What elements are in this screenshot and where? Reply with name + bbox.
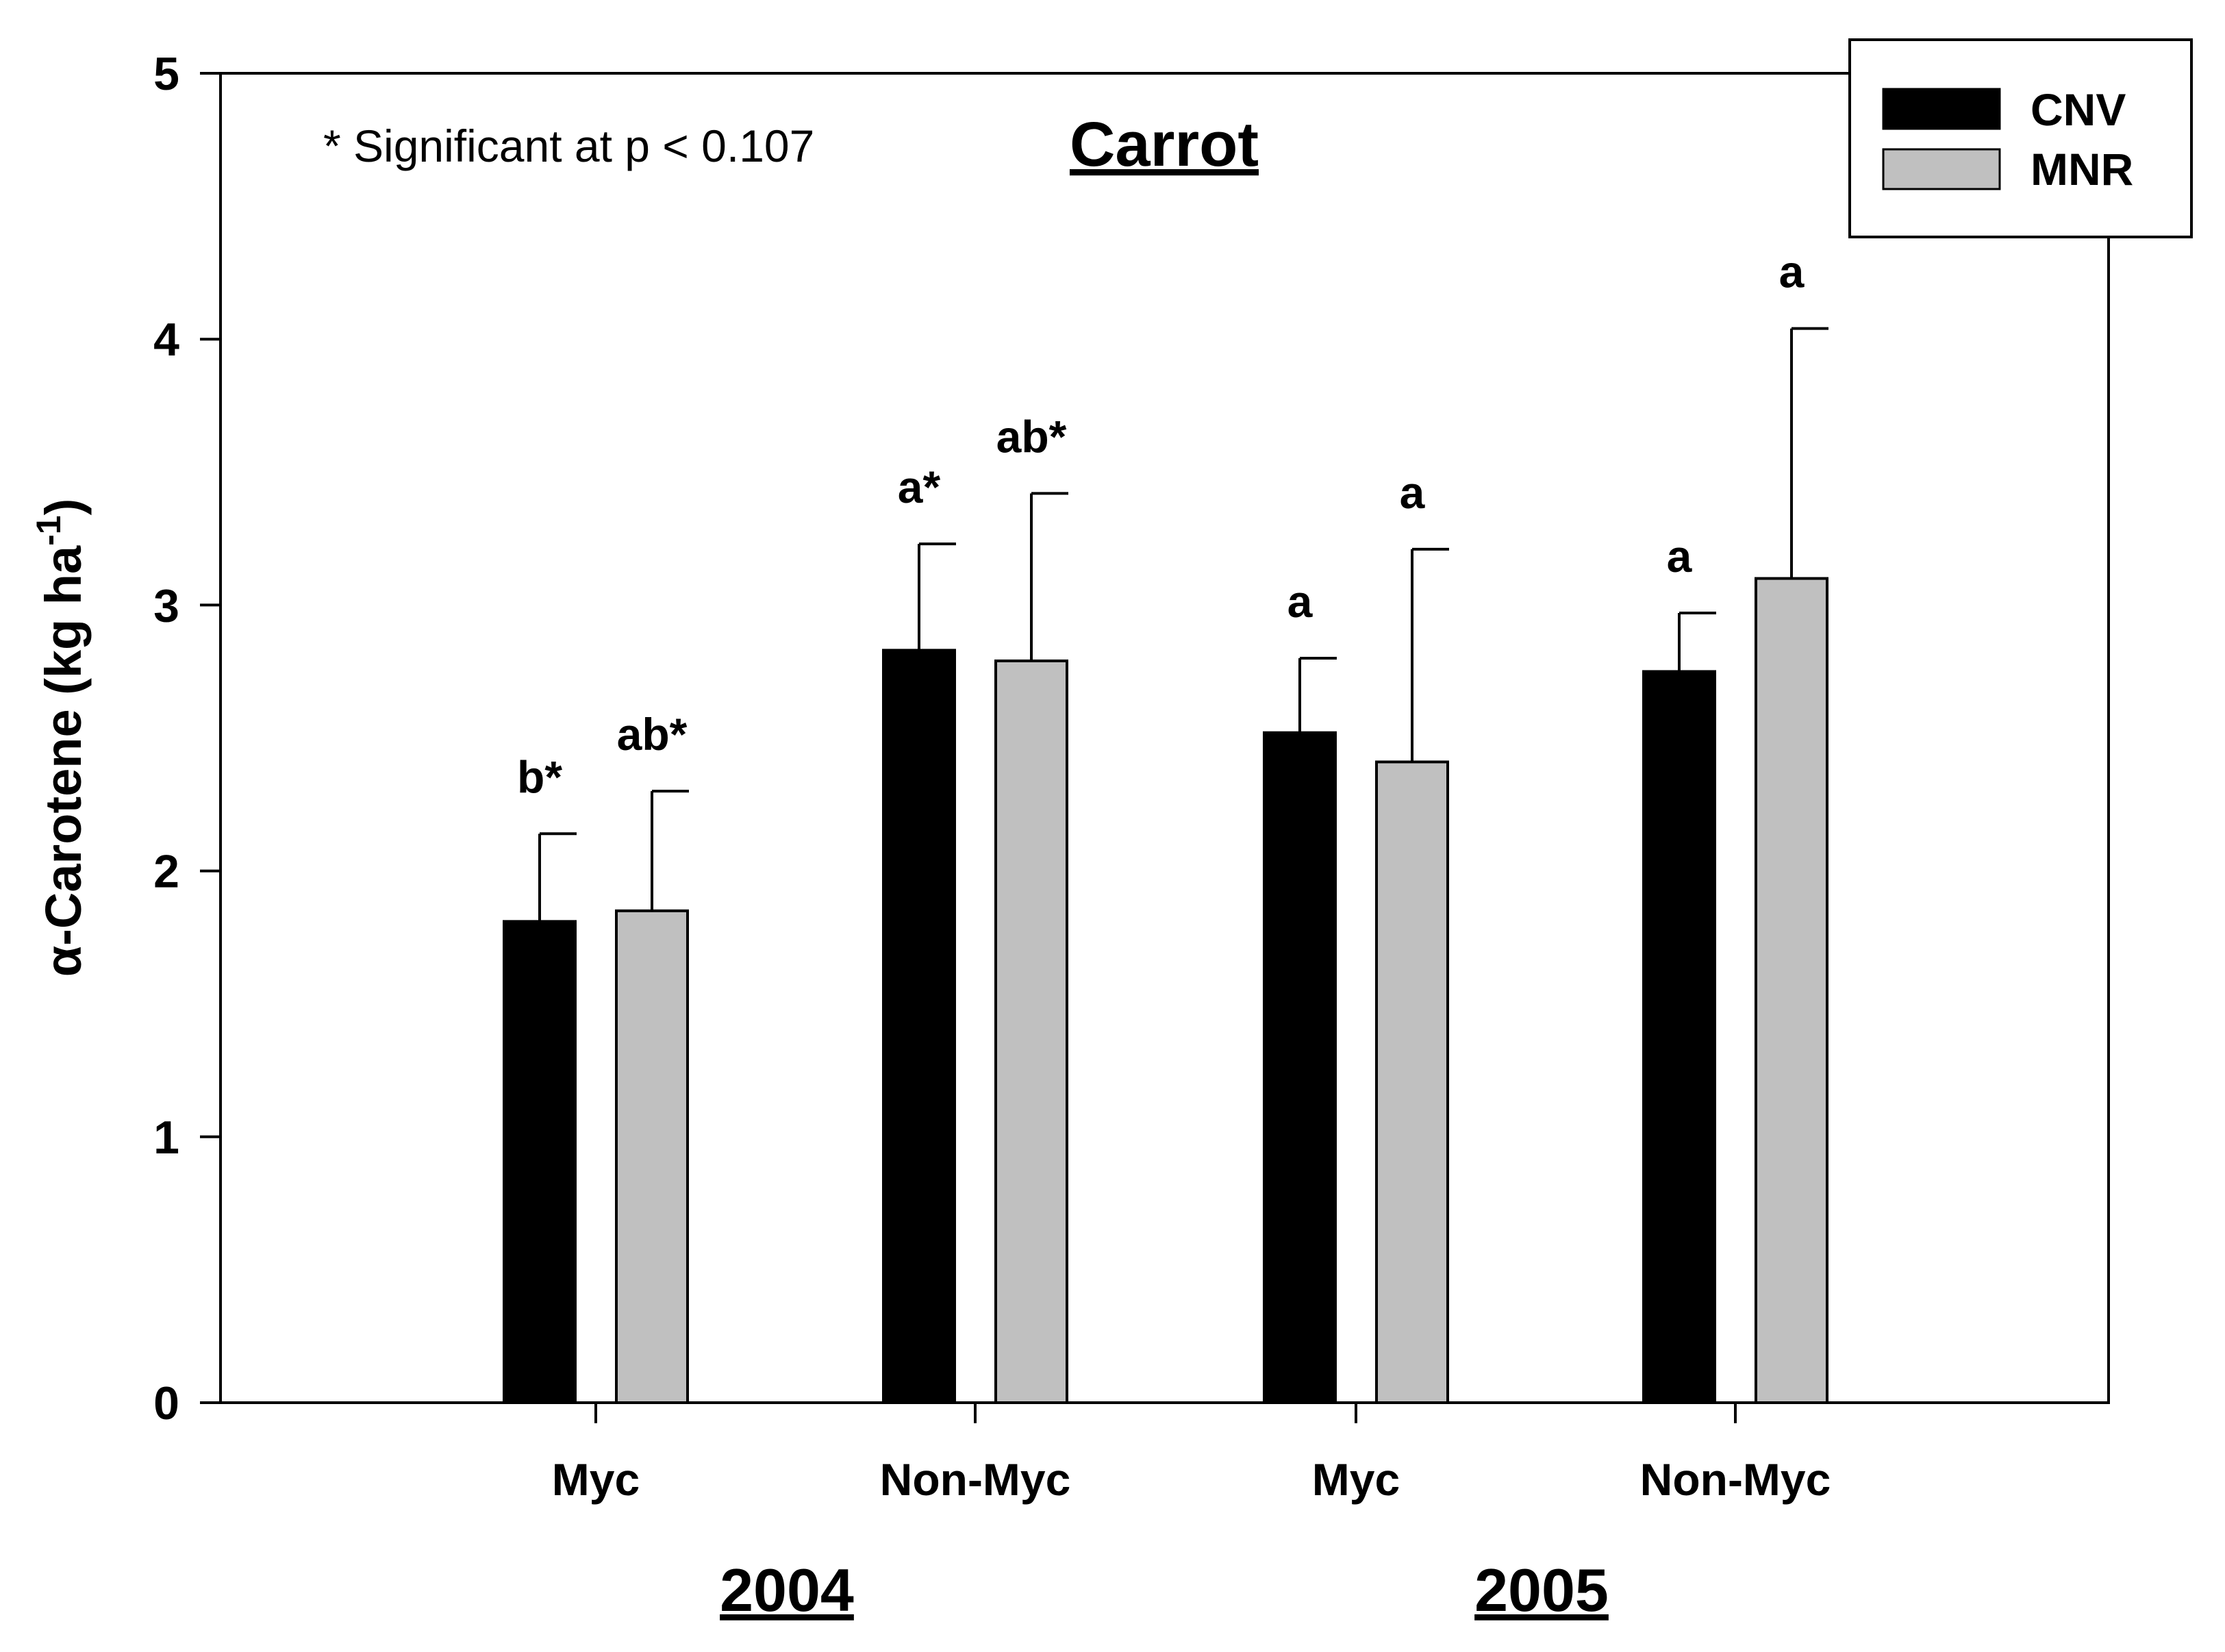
y-tick-label: 4	[153, 314, 179, 366]
bar-mnr-2	[1375, 760, 1449, 1404]
x-axis: Myc Non-Myc Myc Non-Myc 2004 2005	[552, 1403, 1831, 1624]
legend-box	[1848, 38, 2193, 238]
y-axis-label-superscript: -1	[29, 515, 68, 545]
significance-label-cnv-1: a*	[898, 462, 941, 512]
bars-group	[503, 577, 1828, 1405]
y-tick-label: 5	[153, 48, 179, 100]
bar-cnv-3	[1642, 670, 1716, 1405]
x-category-label: Myc	[1312, 1454, 1400, 1505]
x-category-label: Non-Myc	[880, 1454, 1071, 1505]
y-axis: 0 1 2 3 4 5	[153, 48, 221, 1429]
year-group-label: 2004	[720, 1556, 854, 1624]
y-tick-label: 0	[153, 1377, 179, 1429]
significance-label-mnr-0: ab*	[617, 709, 688, 760]
x-category-label: Non-Myc	[1640, 1454, 1831, 1505]
error-bars-group	[538, 327, 1828, 922]
bar-cnv-0	[503, 920, 577, 1405]
significance-labels-group: b* a* a a ab* ab* a a	[517, 247, 1805, 803]
y-tick-label: 3	[153, 579, 179, 631]
plot-frame	[219, 72, 2110, 1404]
y-tick-label: 1	[153, 1112, 179, 1164]
significance-label-cnv-0: b*	[517, 751, 562, 802]
significance-label-cnv-3: a	[1667, 531, 1693, 581]
bar-mnr-3	[1755, 577, 1828, 1405]
significance-label-cnv-2: a	[1287, 576, 1313, 627]
significance-label-mnr-1: ab*	[996, 411, 1067, 462]
legend-label-mnr: MNR	[2031, 144, 2133, 195]
bar-cnv-2	[1263, 731, 1337, 1404]
legend-swatch-cnv	[1882, 88, 2001, 130]
x-category-label: Myc	[552, 1454, 640, 1505]
bar-cnv-1	[882, 649, 956, 1404]
significance-label-mnr-2: a	[1400, 467, 1426, 518]
significance-note: * Significant at p < 0.107	[323, 121, 814, 171]
chart-title: Carrot	[1070, 110, 1259, 179]
bar-mnr-0	[615, 909, 689, 1404]
legend-label-cnv: CNV	[2031, 84, 2126, 135]
significance-label-mnr-3: a	[1779, 247, 1805, 297]
bar-mnr-1	[994, 659, 1068, 1404]
y-tick-label: 2	[153, 846, 179, 898]
y-axis-label-main: α-Carotene (kg ha	[35, 545, 92, 977]
year-group-label: 2005	[1474, 1556, 1609, 1624]
legend: CNV MNR	[1848, 38, 2193, 238]
y-axis-label: α-Carotene (kg ha-1)	[29, 499, 92, 977]
legend-swatch-mnr	[1882, 148, 2001, 190]
y-axis-label-close: )	[35, 499, 92, 516]
